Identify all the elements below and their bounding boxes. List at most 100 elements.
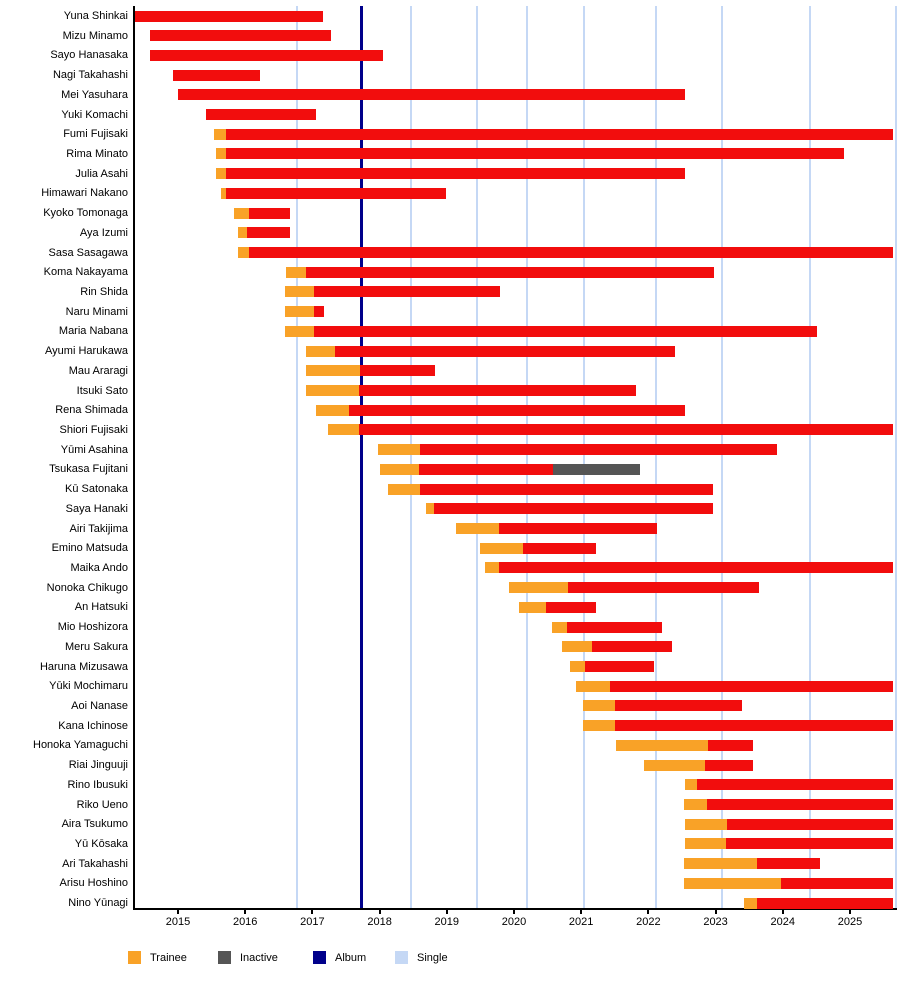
trainee-period-bar — [306, 345, 335, 357]
year-tick-label: 2022 — [636, 916, 661, 928]
member-name-label: Airi Takijima — [69, 522, 128, 535]
member-period-bar — [567, 582, 760, 594]
trainee-period-bar — [215, 168, 226, 180]
single-release-line — [654, 6, 657, 908]
legend-item-single: Single — [395, 951, 448, 964]
member-name-label: Sasa Sasagawa — [48, 246, 129, 259]
single-release-line — [582, 6, 585, 908]
member-period-bar — [225, 128, 893, 140]
trainee-period-bar — [306, 365, 361, 377]
year-tick — [177, 910, 179, 914]
member-period-bar — [225, 187, 447, 199]
member-name-label: Maria Nabana — [58, 325, 128, 338]
member-name-label: Mio Hoshizora — [57, 621, 128, 634]
year-tick-label: 2024 — [770, 916, 796, 928]
member-name-label: Shiori Fujisaki — [59, 423, 128, 436]
member-period-bar — [135, 10, 324, 22]
trainee-period-bar — [570, 661, 586, 673]
member-period-bar — [246, 227, 290, 239]
legend-label: Single — [417, 951, 448, 964]
member-period-bar — [726, 818, 893, 830]
year-tick-label: 2020 — [501, 916, 527, 928]
trainee-period-bar — [509, 582, 568, 594]
trainee-period-bar — [480, 542, 523, 554]
album-swatch-icon — [313, 951, 326, 964]
legend-label: Inactive — [240, 951, 278, 964]
member-name-label: Arisu Hoshino — [59, 877, 128, 890]
member-period-bar — [225, 168, 686, 180]
member-name-label: Emino Matsuda — [51, 542, 128, 555]
member-name-label: Yūmi Asahina — [60, 443, 128, 456]
trainee-period-bar — [744, 897, 758, 909]
member-period-bar — [249, 207, 290, 219]
inactive-period-bar — [552, 463, 640, 475]
member-name-label: Rena Shimada — [55, 404, 128, 417]
member-period-bar — [359, 385, 637, 397]
member-period-bar — [419, 463, 553, 475]
single-release-line — [721, 6, 724, 908]
member-name-label: Nagi Takahashi — [52, 69, 128, 82]
member-name-label: Kū Satonaka — [65, 483, 128, 496]
year-tick-label: 2021 — [568, 916, 594, 928]
member-name-label: An Hatsuki — [74, 601, 128, 614]
legend-label: Trainee — [150, 951, 187, 964]
member-period-bar — [419, 444, 777, 456]
trainee-period-bar — [306, 385, 360, 397]
member-period-bar — [498, 523, 658, 535]
trainee-period-bar — [237, 227, 247, 239]
member-name-label: Tsukasa Fujitani — [49, 463, 128, 476]
legend-item-album: Album — [313, 951, 366, 964]
trainee-period-bar — [237, 247, 250, 259]
member-period-bar — [419, 483, 713, 495]
member-name-label: Rima Minato — [66, 147, 128, 160]
year-tick — [647, 910, 650, 914]
trainee-period-bar — [221, 187, 226, 199]
member-period-bar — [205, 109, 316, 121]
member-period-bar — [306, 266, 714, 278]
trainee-period-bar — [316, 404, 349, 416]
member-period-bar — [614, 720, 893, 732]
trainee-period-bar — [552, 621, 568, 633]
trainee-period-bar — [684, 838, 727, 850]
year-tick-label: 2017 — [300, 916, 325, 928]
trainee-period-bar — [284, 286, 314, 298]
member-name-label: Aira Tsukumo — [61, 818, 128, 831]
member-period-bar — [705, 759, 753, 771]
member-period-bar — [434, 503, 713, 515]
trainee-period-bar — [284, 325, 314, 337]
member-name-label: Rin Shida — [80, 285, 128, 298]
member-name-label: Ari Takahashi — [62, 857, 128, 870]
member-name-label: Yūki Mochimaru — [49, 680, 128, 693]
member-name-label: Yū Kōsaka — [74, 837, 128, 850]
trainee-period-bar — [684, 818, 727, 830]
member-period-bar — [249, 247, 893, 259]
single-release-line — [476, 6, 479, 908]
legend-item-trainee: Trainee — [128, 951, 187, 964]
member-period-bar — [545, 601, 596, 613]
member-period-bar — [726, 838, 893, 850]
member-name-label: Mau Araragi — [68, 364, 128, 377]
year-tick — [714, 910, 717, 914]
plot-area — [133, 6, 897, 910]
year-tick-label: 2016 — [232, 916, 258, 928]
legend-item-inactive: Inactive — [218, 951, 278, 964]
trainee-period-bar — [643, 759, 706, 771]
member-name-label: Himawari Nakano — [41, 187, 128, 200]
member-period-bar — [172, 69, 260, 81]
trainee-period-bar — [425, 503, 434, 515]
year-tick-label: 2019 — [434, 916, 460, 928]
member-period-bar — [522, 542, 596, 554]
member-name-label: Nonoka Chikugo — [46, 581, 128, 594]
trainee-period-bar — [327, 424, 360, 436]
member-period-bar — [313, 325, 818, 337]
year-tick-label: 2018 — [367, 916, 392, 928]
member-period-bar — [567, 621, 662, 633]
trainee-period-bar — [519, 601, 546, 613]
single-swatch-icon — [395, 951, 408, 964]
year-tick — [580, 910, 583, 914]
member-period-bar — [757, 897, 893, 909]
trainee-period-bar — [233, 207, 250, 219]
trainee-period-bar — [583, 700, 615, 712]
member-name-label: Itsuki Sato — [76, 384, 128, 397]
